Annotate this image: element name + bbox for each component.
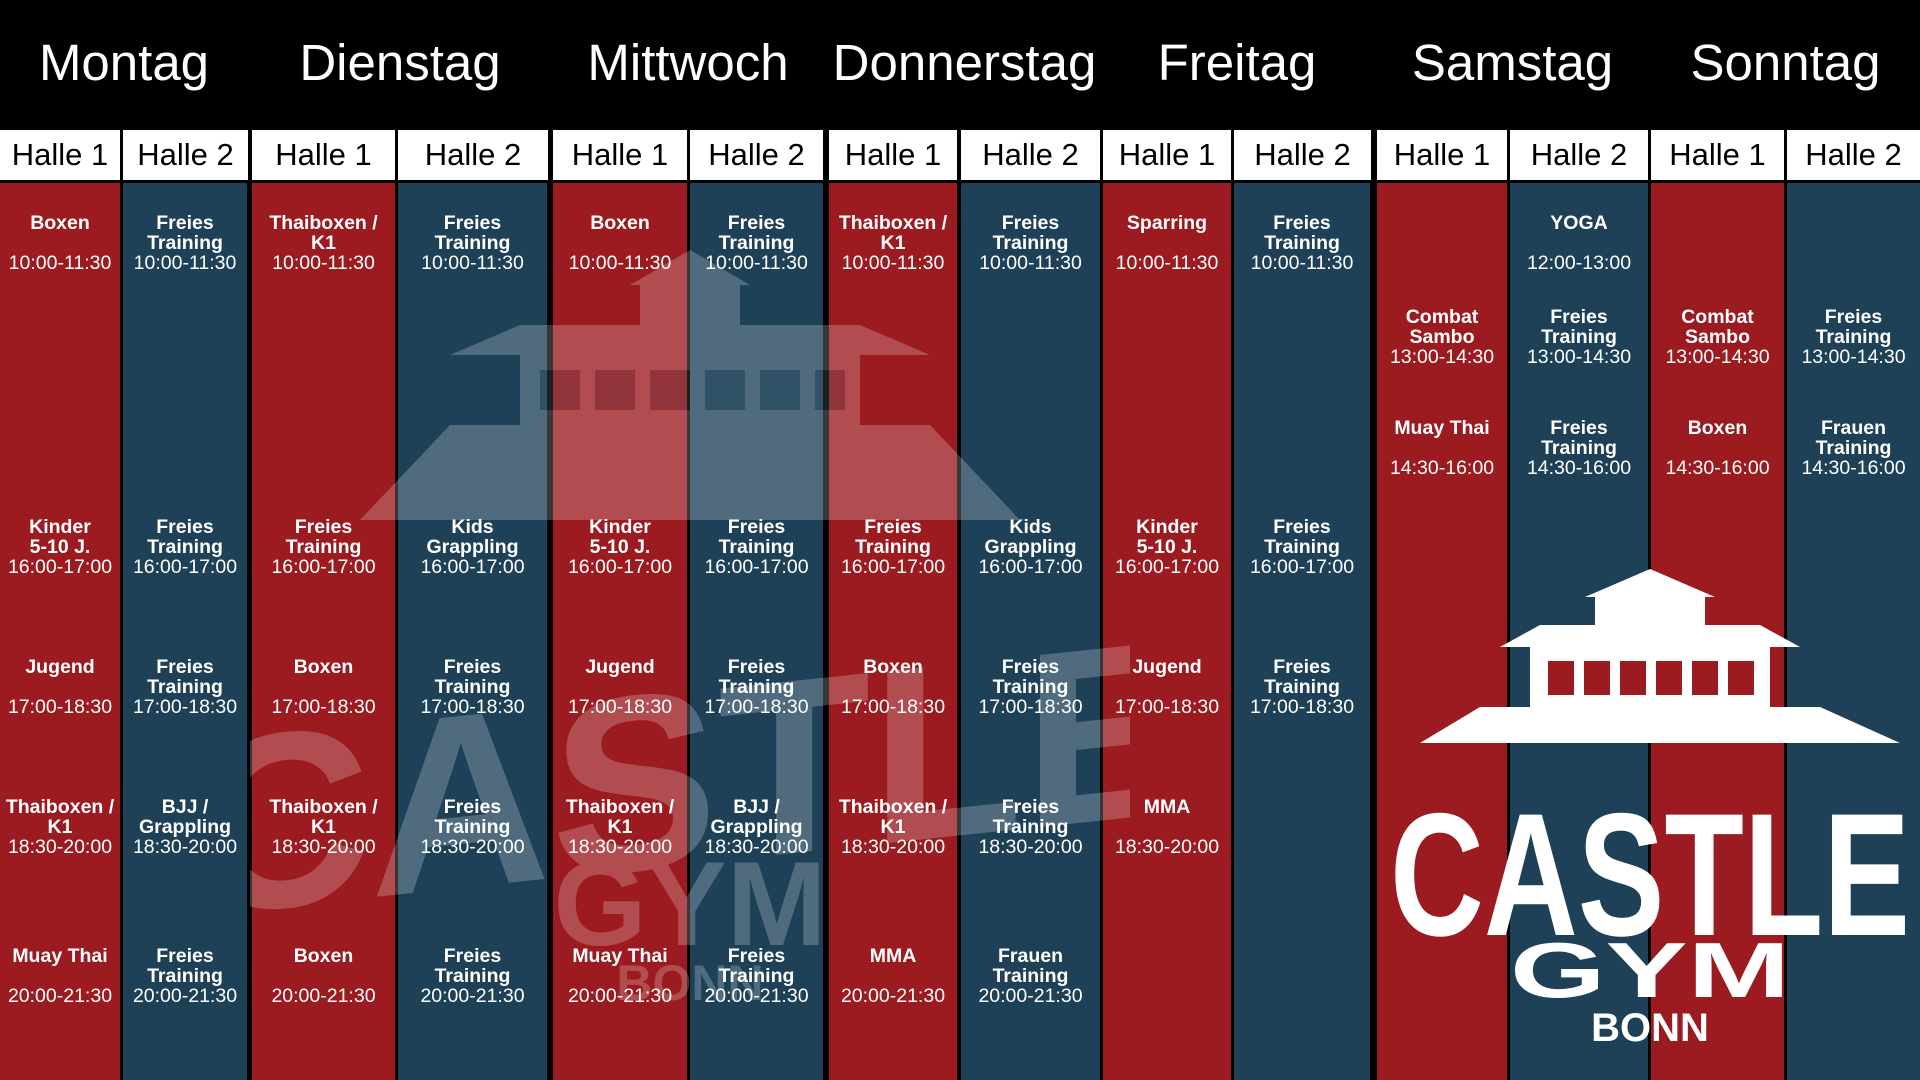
slot: Kinder 5-10 J. 16:00-17:00 [7, 516, 113, 578]
hall-header: Halle 2 [961, 130, 1100, 180]
slot: Freies Training 16:00-17:00 [840, 516, 946, 578]
slot: Freies Training 18:30-20:00 [420, 796, 525, 858]
slot: Combat Sambo 13:00-14:30 [1665, 306, 1770, 368]
slot: Boxen 17:00-18:30 [840, 656, 946, 718]
slot: Freies Training 10:00-11:30 [1250, 212, 1354, 274]
slot: Freies Training 13:00-14:30 [1526, 306, 1632, 368]
slot: Freies Training 17:00-18:30 [1249, 656, 1355, 718]
slot: Jugend 17:00-18:30 [7, 656, 113, 718]
slot: Freies Training 16:00-17:00 [1249, 516, 1355, 578]
donnerstag-halle2-column [961, 183, 1100, 1080]
slot: Freies Training 16:00-17:00 [132, 516, 238, 578]
slot: MMA 18:30-20:00 [1114, 796, 1220, 858]
slot: Sparring 10:00-11:30 [1115, 212, 1219, 274]
slot: Freies Training 20:00-21:30 [704, 945, 809, 1007]
hall-header: Halle 2 [398, 130, 548, 180]
slot: Kinder 5-10 J. 16:00-17:00 [1114, 516, 1220, 578]
slot: Freies Training 20:00-21:30 [420, 945, 525, 1007]
slot: YOGA 12:00-13:00 [1526, 212, 1632, 274]
slot: Boxen 17:00-18:30 [271, 656, 376, 718]
logo-word1: CASTLE [1390, 778, 1910, 973]
mittwoch-halle2-column [690, 183, 823, 1080]
castle-roof-shape [360, 250, 1020, 520]
montag-halle2-column [123, 183, 247, 1080]
hall-header: Halle 2 [123, 130, 248, 180]
day-header-donnerstag: Donnerstag [829, 0, 1100, 124]
slot: Thaiboxen / K1 10:00-11:30 [838, 212, 948, 274]
watermark-word3: BONN [616, 955, 763, 1010]
slot: Combat Sambo 13:00-14:30 [1389, 306, 1495, 368]
freitag-halle2-column [1234, 183, 1370, 1080]
slot: Boxen 10:00-11:30 [8, 212, 112, 274]
slot: Muay Thai 20:00-21:30 [7, 945, 113, 1007]
donnerstag-halle1-column [829, 183, 957, 1080]
day-header-montag: Montag [0, 0, 248, 124]
hall-header: Halle 1 [0, 130, 120, 180]
slot: Freies Training 16:00-17:00 [271, 516, 376, 578]
slot: Freies Training 17:00-18:30 [704, 656, 809, 718]
logo-roof-top [1585, 569, 1715, 597]
freitag-halle1-column [1103, 183, 1231, 1080]
hall-header: Halle 2 [1234, 130, 1371, 180]
slot: Freies Training 10:00-11:30 [133, 212, 237, 274]
slot: Freies Training 17:00-18:30 [132, 656, 238, 718]
hall-header: Halle 1 [553, 130, 687, 180]
sonntag-halle2-column [1787, 183, 1920, 1080]
logo-word3: BONN [1591, 1006, 1709, 1050]
slot: Freies Training 16:00-17:00 [704, 516, 809, 578]
slot: BJJ / Grappling 18:30-20:00 [704, 796, 809, 858]
slot: Kids Grappling 16:00-17:00 [420, 516, 525, 578]
slot: Jugend 17:00-18:30 [567, 656, 673, 718]
castle-gym-logo: CASTLE GYM BONN [1390, 569, 1910, 1050]
hall-header: Halle 2 [1510, 130, 1648, 180]
day-header-samstag: Samstag [1377, 0, 1648, 124]
day-header-freitag: Freitag [1103, 0, 1371, 124]
samstag-halle1-column [1377, 183, 1507, 1080]
slot: Freies Training 10:00-11:30 [705, 212, 808, 274]
slot: Thaiboxen / K1 18:30-20:00 [269, 796, 378, 858]
slot: Frauen Training 20:00-21:30 [978, 945, 1083, 1007]
day-header-sonntag: Sonntag [1651, 0, 1920, 124]
slot: Freies Training 17:00-18:30 [420, 656, 525, 718]
dienstag-halle1-column [252, 183, 395, 1080]
castle-gym-watermark: CASTLE GYM BONN [250, 250, 1130, 1010]
day-header-dienstag: Dienstag [252, 0, 548, 124]
logo-word2: GYM [1510, 926, 1790, 1014]
slot: Freies Training 13:00-14:30 [1801, 306, 1906, 368]
mittwoch-halle1-column [553, 183, 687, 1080]
slot: Thaiboxen / K1 18:30-20:00 [838, 796, 948, 858]
slot: Boxen 10:00-11:30 [568, 212, 672, 274]
slot: Boxen 20:00-21:30 [271, 945, 376, 1007]
dienstag-halle2-column [398, 183, 547, 1080]
slot: Kinder 5-10 J. 16:00-17:00 [567, 516, 673, 578]
slot: Freies Training 18:30-20:00 [978, 796, 1083, 858]
slot: Freies Training 17:00-18:30 [978, 656, 1083, 718]
slot: Boxen 14:30-16:00 [1665, 417, 1770, 479]
slot: Kids Grappling 16:00-17:00 [978, 516, 1083, 578]
slot: Muay Thai 14:30-16:00 [1389, 417, 1495, 479]
watermark-word2: GYM [553, 837, 826, 971]
slot: Thaiboxen / K1 10:00-11:30 [269, 212, 378, 274]
hall-header: Halle 1 [1651, 130, 1784, 180]
slot: Freies Training 14:30-16:00 [1526, 417, 1632, 479]
hall-header: Halle 2 [690, 130, 823, 180]
slot: Thaiboxen / K1 18:30-20:00 [5, 796, 115, 858]
slot: Freies Training 10:00-11:30 [979, 212, 1082, 274]
slot: Freies Training 10:00-11:30 [421, 212, 524, 274]
slot: Thaiboxen / K1 18:30-20:00 [565, 796, 675, 858]
hall-header: Halle 1 [252, 130, 395, 180]
hall-header: Halle 1 [1377, 130, 1507, 180]
hall-header: Halle 1 [829, 130, 957, 180]
hall-header: Halle 1 [1103, 130, 1231, 180]
slot: BJJ / Grappling 18:30-20:00 [132, 796, 238, 858]
slot: Frauen Training 14:30-16:00 [1801, 417, 1906, 479]
slot: Jugend 17:00-18:30 [1114, 656, 1220, 718]
slot: Freies Training 20:00-21:30 [132, 945, 238, 1007]
montag-halle1-column [0, 183, 120, 1080]
hall-header: Halle 2 [1787, 130, 1920, 180]
slot: Muay Thai 20:00-21:30 [567, 945, 673, 1007]
day-header-mittwoch: Mittwoch [553, 0, 823, 124]
slot: MMA 20:00-21:30 [840, 945, 946, 1007]
